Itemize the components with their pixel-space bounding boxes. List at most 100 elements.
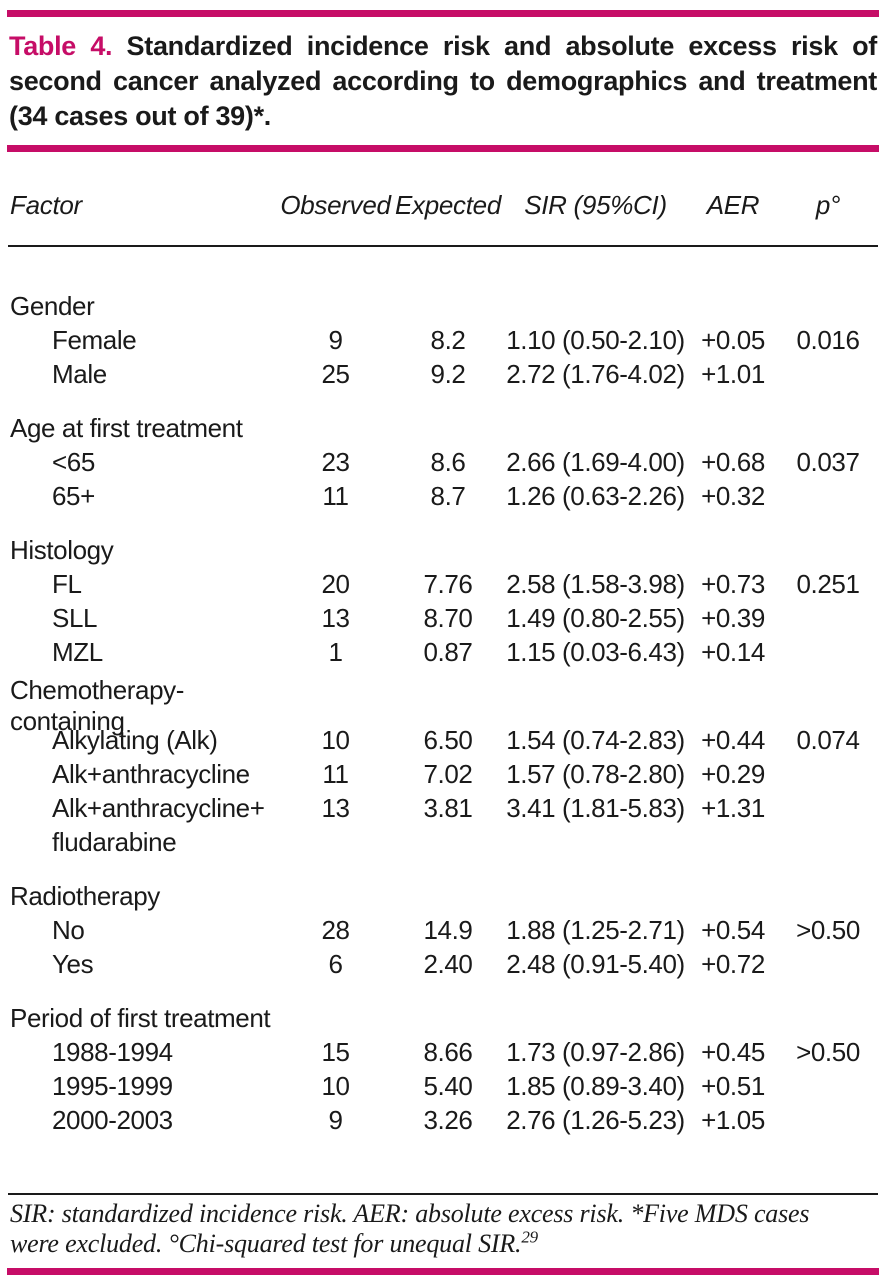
cell-aer: +1.05 (701, 1104, 765, 1135)
group-label: Histology (10, 534, 114, 565)
cell-p: 0.016 (796, 324, 860, 355)
table-row-continuation: fludarabine (8, 825, 878, 859)
cell-observed: 11 (322, 758, 349, 789)
table-header-row: Factor Observed Expected SIR (95%CI) AER… (8, 190, 878, 221)
cell-expected: 8.7 (430, 480, 466, 511)
top-accent-rule (7, 10, 879, 17)
column-header-sir: SIR (95%CI) (524, 190, 667, 220)
cell-expected: 8.70 (423, 602, 473, 633)
column-header-p: p° (815, 190, 841, 220)
cell-sir: 1.15 (0.03-6.43) (506, 636, 685, 667)
cell-expected: 9.2 (430, 358, 466, 389)
data-table: Factor Observed Expected SIR (95%CI) AER… (8, 190, 878, 1137)
cell-expected: 2.40 (423, 948, 473, 979)
cell-aer: +0.68 (701, 446, 765, 477)
footnote-line2: were excluded. °Chi-squared test for une… (10, 1229, 522, 1258)
cell-factor: fludarabine (52, 826, 177, 857)
table-row: MZL 1 0.87 1.15 (0.03-6.43) +0.14 (8, 635, 878, 669)
cell-aer: +0.51 (701, 1070, 765, 1101)
cell-factor: SLL (52, 602, 98, 633)
table-footnote: SIR: standardized incidence risk. AER: a… (10, 1199, 876, 1259)
table-row: Yes 6 2.40 2.48 (0.91-5.40) +0.72 (8, 947, 878, 981)
cell-aer: +1.01 (701, 358, 765, 389)
cell-factor: <65 (52, 446, 95, 477)
cell-aer: +1.31 (701, 792, 765, 823)
cell-p: 0.037 (796, 446, 860, 477)
cell-p: >0.50 (796, 914, 860, 945)
cell-sir: 1.54 (0.74-2.83) (506, 724, 685, 755)
table-row: Alk+anthracycline+ 13 3.81 3.41 (1.81-5.… (8, 791, 878, 825)
cell-p: >0.50 (796, 1036, 860, 1067)
cell-factor: Alkylating (Alk) (52, 724, 218, 755)
cell-observed: 10 (321, 1070, 350, 1101)
cell-sir: 2.48 (0.91-5.40) (506, 948, 685, 979)
cell-factor: Female (52, 324, 137, 355)
cell-expected: 7.02 (423, 758, 473, 789)
group-label-gender: Gender (8, 289, 878, 323)
footnote-line1: SIR: standardized incidence risk. AER: a… (10, 1199, 810, 1228)
group-label: Gender (10, 290, 95, 321)
footnote-divider-rule (8, 1193, 878, 1195)
table-title: Table 4. Standardized incidence risk and… (9, 29, 877, 134)
table-title-text: Standardized incidence risk and absolute… (9, 31, 877, 131)
cell-expected: 0.87 (423, 636, 473, 667)
bottom-accent-rule (7, 1268, 879, 1275)
group-label-histology: Histology (8, 533, 878, 567)
cell-expected: 14.9 (423, 914, 473, 945)
cell-observed: 23 (321, 446, 350, 477)
cell-observed: 15 (321, 1036, 350, 1067)
cell-sir: 1.57 (0.78-2.80) (506, 758, 685, 789)
cell-sir: 1.49 (0.80-2.55) (506, 602, 685, 633)
cell-sir: 1.88 (1.25-2.71) (506, 914, 685, 945)
cell-sir: 2.58 (1.58-3.98) (506, 568, 685, 599)
cell-factor: No (52, 914, 85, 945)
cell-expected: 8.6 (430, 446, 466, 477)
column-header-expected: Expected (394, 190, 501, 220)
table-row: No 28 14.9 1.88 (1.25-2.71) +0.54 >0.50 (8, 913, 878, 947)
table-row: SLL 13 8.70 1.49 (0.80-2.55) +0.39 (8, 601, 878, 635)
table-number-label: Table 4. (9, 31, 113, 61)
table-row: Female 9 8.2 1.10 (0.50-2.10) +0.05 0.01… (8, 323, 878, 357)
group-label: Age at first treatment (10, 412, 243, 443)
cell-observed: 13 (321, 602, 350, 633)
column-header-aer: AER (706, 190, 760, 220)
group-label: Radiotherapy (10, 880, 160, 911)
cell-expected: 7.76 (423, 568, 473, 599)
cell-factor: Yes (52, 948, 94, 979)
cell-expected: 8.2 (430, 324, 466, 355)
cell-sir: 1.73 (0.97-2.86) (506, 1036, 685, 1067)
cell-p: 0.251 (796, 568, 860, 599)
cell-observed: 20 (321, 568, 350, 599)
cell-aer: +0.73 (701, 568, 765, 599)
cell-factor: FL (52, 568, 82, 599)
cell-factor: 1988-1994 (52, 1036, 173, 1067)
cell-factor: 2000-2003 (52, 1104, 173, 1135)
title-bottom-accent-rule (7, 145, 879, 152)
cell-factor: 65+ (52, 480, 95, 511)
cell-sir: 2.66 (1.69-4.00) (506, 446, 685, 477)
cell-aer: +0.05 (701, 324, 765, 355)
cell-aer: +0.32 (701, 480, 765, 511)
cell-expected: 3.26 (423, 1104, 473, 1135)
cell-sir: 3.41 (1.81-5.83) (506, 792, 685, 823)
table-row: 2000-2003 9 3.26 2.76 (1.26-5.23) +1.05 (8, 1103, 878, 1137)
cell-aer: +0.72 (701, 948, 765, 979)
cell-expected: 3.81 (423, 792, 473, 823)
column-header-observed: Observed (280, 190, 391, 220)
cell-expected: 8.66 (423, 1036, 473, 1067)
cell-observed: 6 (328, 948, 343, 979)
footnote-reference-superscript: 29 (521, 1227, 538, 1247)
cell-sir: 2.76 (1.26-5.23) (506, 1104, 685, 1135)
cell-expected: 5.40 (423, 1070, 473, 1101)
cell-sir: 2.72 (1.76-4.02) (506, 358, 685, 389)
column-header-factor: Factor (10, 190, 82, 220)
cell-factor: MZL (52, 636, 103, 667)
group-label-radiotherapy: Radiotherapy (8, 879, 878, 913)
cell-observed: 28 (321, 914, 350, 945)
cell-observed: 9 (328, 324, 343, 355)
table-row: 1995-1999 10 5.40 1.85 (0.89-3.40) +0.51 (8, 1069, 878, 1103)
cell-factor: Alk+anthracycline (52, 758, 250, 789)
table-row: Alk+anthracycline 11 7.02 1.57 (0.78-2.8… (8, 757, 878, 791)
table-row: Male 25 9.2 2.72 (1.76-4.02) +1.01 (8, 357, 878, 391)
